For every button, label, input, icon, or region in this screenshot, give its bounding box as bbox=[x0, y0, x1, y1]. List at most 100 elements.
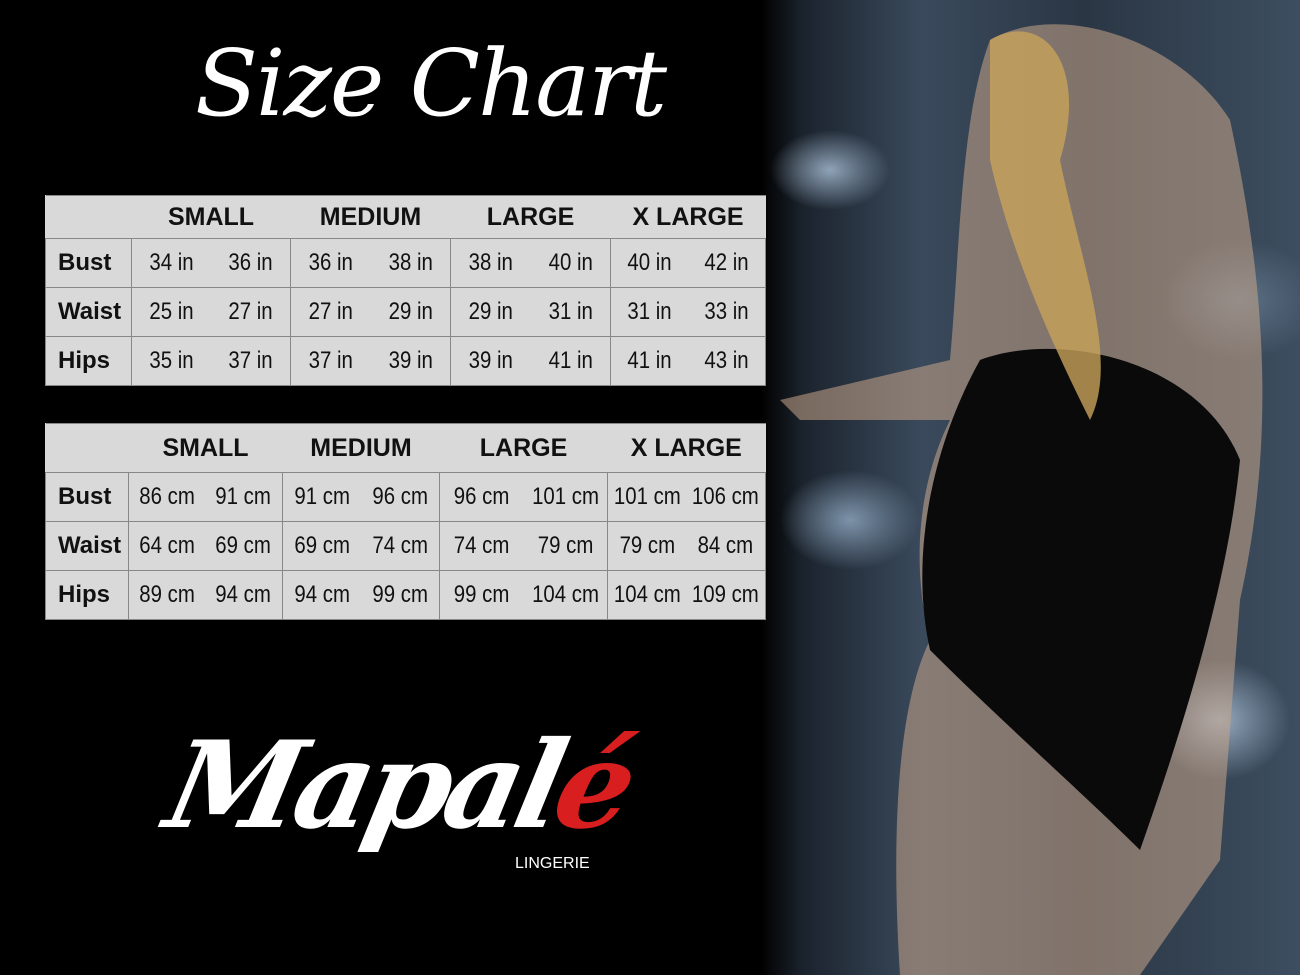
measurement-value: 91 cm bbox=[215, 483, 272, 510]
size-range-cell: 96 cm 101 cm bbox=[439, 472, 608, 522]
measurement-label: Waist bbox=[45, 287, 132, 337]
measurement-value: 35 in bbox=[149, 347, 194, 374]
size-range-cell: 99 cm 104 cm bbox=[439, 570, 608, 620]
size-header: X LARGE bbox=[610, 195, 766, 239]
size-range-cell: 39 in 41 in bbox=[450, 336, 611, 386]
measurement-value: 25 in bbox=[149, 298, 194, 325]
measurement-value: 99 cm bbox=[372, 581, 428, 608]
measurement-value: 69 cm bbox=[294, 532, 350, 559]
measurement-value: 96 cm bbox=[454, 483, 510, 510]
measurement-value: 40 in bbox=[548, 249, 593, 276]
table-header: SMALL MEDIUM LARGE X LARGE bbox=[45, 195, 766, 239]
size-range-cell: 38 in 40 in bbox=[450, 238, 611, 288]
measurement-value: 64 cm bbox=[139, 532, 196, 559]
size-range-cell: 36 in 38 in bbox=[290, 238, 451, 288]
measurement-value: 101 cm bbox=[531, 483, 599, 510]
brand-subtitle: LINGERIE bbox=[515, 855, 590, 872]
measurement-value: 94 cm bbox=[294, 581, 350, 608]
size-range-cell: 94 cm 99 cm bbox=[281, 570, 441, 620]
measurement-value: 41 in bbox=[548, 347, 593, 374]
measurement-value: 37 in bbox=[228, 347, 273, 374]
measurement-value: 84 cm bbox=[697, 532, 754, 559]
size-header: LARGE bbox=[450, 195, 611, 239]
measurement-value: 34 in bbox=[149, 249, 194, 276]
size-range-cell: 34 in 36 in bbox=[131, 238, 291, 288]
measurement-value: 41 in bbox=[627, 347, 672, 374]
measurement-label: Hips bbox=[45, 336, 132, 386]
measurement-value: 74 cm bbox=[454, 532, 510, 559]
measurement-value: 106 cm bbox=[692, 483, 760, 510]
page-title: Size Chart bbox=[195, 30, 667, 137]
size-range-cell: 104 cm 109 cm bbox=[606, 570, 767, 620]
measurement-value: 79 cm bbox=[537, 532, 593, 559]
measurement-value: 42 in bbox=[704, 249, 749, 276]
size-range-cell: 86 cm 91 cm bbox=[128, 472, 283, 522]
measurement-value: 31 in bbox=[548, 298, 593, 325]
measurement-value: 40 in bbox=[627, 249, 672, 276]
size-header: LARGE bbox=[439, 423, 608, 473]
measurement-label: Bust bbox=[45, 238, 132, 288]
measurement-value: 38 in bbox=[388, 249, 433, 276]
measurement-value: 29 in bbox=[468, 298, 513, 325]
measurement-value: 27 in bbox=[228, 298, 273, 325]
table-header: SMALL MEDIUM LARGE X LARGE bbox=[45, 423, 766, 473]
size-range-cell: 41 in 43 in bbox=[610, 336, 766, 386]
measurement-value: 74 cm bbox=[372, 532, 428, 559]
measurement-value: 101 cm bbox=[613, 483, 681, 510]
measurement-label: Hips bbox=[44, 570, 130, 620]
size-range-cell: 74 cm 79 cm bbox=[439, 521, 608, 571]
size-range-cell: 31 in 33 in bbox=[610, 287, 766, 337]
size-header: SMALL bbox=[131, 195, 291, 239]
measurement-value: 89 cm bbox=[139, 581, 196, 608]
size-range-cell: 91 cm 96 cm bbox=[281, 472, 441, 522]
size-range-cell: 89 cm 94 cm bbox=[128, 570, 283, 620]
brand-logo: Mapalé bbox=[155, 715, 644, 856]
size-range-cell: 79 cm 84 cm bbox=[606, 521, 767, 571]
table-row: Hips 35 in 37 in 37 in 39 in 39 in 41 in 41 in 4… bbox=[45, 336, 766, 386]
measurement-label: Waist bbox=[44, 521, 130, 571]
measurement-value: 69 cm bbox=[215, 532, 272, 559]
measurement-value: 36 in bbox=[308, 249, 353, 276]
size-table-cm: SMALL MEDIUM LARGE X LARGE Bust 86 cm 91 c… bbox=[44, 423, 767, 620]
measurement-value: 29 in bbox=[388, 298, 433, 325]
measurement-value: 99 cm bbox=[454, 581, 510, 608]
table-row: Bust 86 cm 91 cm 91 cm 96 cm 96 cm 101 cm 101 c… bbox=[44, 472, 767, 522]
measurement-value: 31 in bbox=[627, 298, 672, 325]
measurement-value: 104 cm bbox=[531, 581, 599, 608]
measurement-value: 86 cm bbox=[139, 483, 196, 510]
measurement-label: Bust bbox=[44, 472, 130, 522]
size-header: MEDIUM bbox=[290, 195, 451, 239]
measurement-value: 27 in bbox=[308, 298, 353, 325]
size-range-cell: 64 cm 69 cm bbox=[128, 521, 283, 571]
measurement-value: 109 cm bbox=[692, 581, 760, 608]
measurement-value: 91 cm bbox=[294, 483, 350, 510]
measurement-value: 37 in bbox=[308, 347, 353, 374]
size-range-cell: 40 in 42 in bbox=[610, 238, 766, 288]
measurement-value: 96 cm bbox=[372, 483, 428, 510]
size-header: MEDIUM bbox=[282, 423, 440, 473]
size-range-cell: 27 in 29 in bbox=[290, 287, 451, 337]
size-range-cell: 35 in 37 in bbox=[131, 336, 291, 386]
size-range-cell: 69 cm 74 cm bbox=[281, 521, 441, 571]
model-silhouette bbox=[780, 24, 1263, 975]
size-range-cell: 101 cm 106 cm bbox=[606, 472, 767, 522]
table-row: Waist 64 cm 69 cm 69 cm 74 cm 74 cm 79 cm 79 cm… bbox=[44, 521, 767, 571]
measurement-value: 79 cm bbox=[619, 532, 675, 559]
measurement-value: 104 cm bbox=[613, 581, 681, 608]
size-header: X LARGE bbox=[607, 423, 766, 473]
table-row: Bust 34 in 36 in 36 in 38 in 38 in 40 in 40 in 4… bbox=[45, 238, 766, 288]
measurement-value: 94 cm bbox=[215, 581, 272, 608]
size-range-cell: 29 in 31 in bbox=[450, 287, 611, 337]
size-range-cell: 37 in 39 in bbox=[290, 336, 451, 386]
model-photo bbox=[760, 0, 1300, 975]
measurement-value: 38 in bbox=[468, 249, 513, 276]
size-range-cell: 25 in 27 in bbox=[131, 287, 291, 337]
measurement-value: 33 in bbox=[704, 298, 749, 325]
measurement-value: 39 in bbox=[388, 347, 433, 374]
measurement-value: 36 in bbox=[228, 249, 273, 276]
measurement-value: 43 in bbox=[704, 347, 749, 374]
size-table-inches: SMALL MEDIUM LARGE X LARGE Bust 34 in 36 i… bbox=[45, 195, 766, 386]
measurement-value: 39 in bbox=[468, 347, 513, 374]
table-row: Waist 25 in 27 in 27 in 29 in 29 in 31 in 31 in… bbox=[45, 287, 766, 337]
